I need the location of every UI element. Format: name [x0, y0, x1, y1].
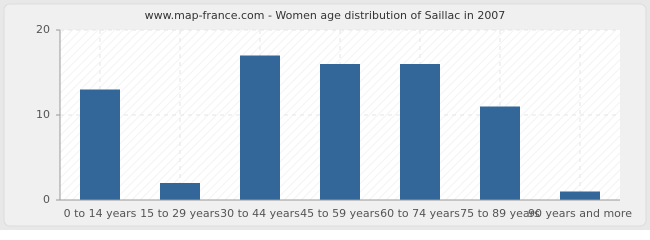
chart-title: www.map-france.com - Women age distribut…: [145, 9, 506, 22]
bar: [80, 89, 120, 200]
y-tick-label: 20: [36, 23, 50, 36]
bar: [320, 64, 360, 200]
bar: [560, 191, 600, 200]
y-tick-label: 0: [43, 193, 50, 206]
bar: [400, 64, 440, 200]
bar: [240, 55, 280, 200]
page: www.map-france.com - Women age distribut…: [0, 0, 650, 230]
chart: www.map-france.com - Women age distribut…: [0, 0, 650, 230]
x-tick-label: 45 to 59 years: [300, 207, 380, 220]
x-tick-label: 60 to 74 years: [380, 207, 460, 220]
x-tick-label: 75 to 89 years: [460, 207, 540, 220]
x-tick-label: 30 to 44 years: [220, 207, 300, 220]
x-tick-label: 0 to 14 years: [64, 207, 137, 220]
bar: [160, 183, 200, 200]
x-tick-label: 15 to 29 years: [140, 207, 220, 220]
x-tick-label: 90 years and more: [528, 207, 632, 220]
y-tick-label: 10: [36, 108, 50, 121]
bar: [480, 106, 520, 200]
